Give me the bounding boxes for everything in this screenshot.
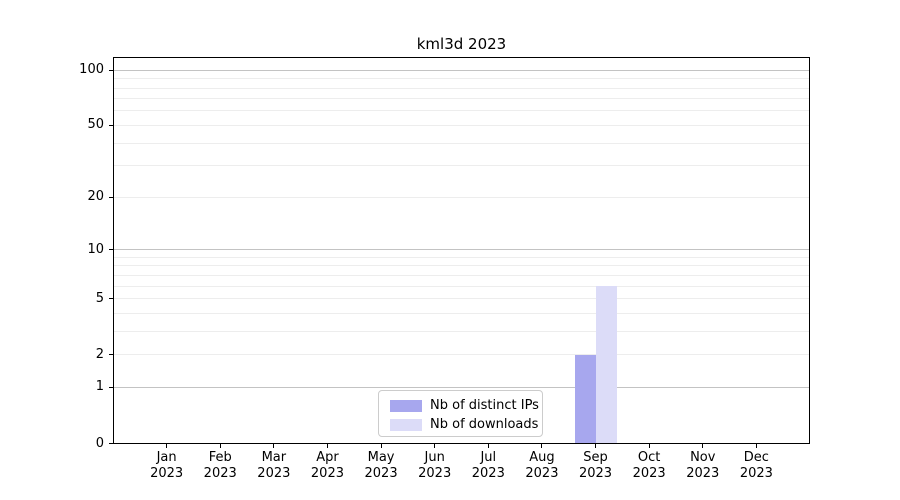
x-tick-label: Aug 2023: [525, 450, 559, 481]
x-tick-label: Jul 2023: [471, 450, 505, 481]
y-gridline-minor: [114, 285, 809, 287]
x-tick-label: Dec 2023: [739, 450, 773, 481]
y-tick-label: 5: [95, 290, 104, 306]
x-axis-tick: [702, 444, 704, 448]
legend-row-distinct-ips: Nb of distinct IPs: [390, 396, 542, 415]
y-tick-label: 10: [87, 241, 104, 257]
x-tick-label: Nov 2023: [686, 450, 720, 481]
x-axis-tick: [380, 444, 382, 448]
y-gridline-minor: [114, 78, 809, 80]
y-axis-tick: [109, 298, 113, 300]
y-gridline-minor: [114, 87, 809, 89]
y-axis-tick: [109, 124, 113, 126]
x-axis-tick: [326, 444, 328, 448]
x-tick-label: Apr 2023: [310, 450, 344, 481]
chart-title: kml3d 2023: [416, 35, 507, 53]
y-tick-label: 1: [95, 379, 104, 395]
x-tick-label: Feb 2023: [203, 450, 237, 481]
plot-area: [113, 57, 810, 444]
y-gridline-major: [114, 386, 809, 388]
y-gridline-major: [114, 249, 809, 251]
x-axis-tick: [219, 444, 221, 448]
legend-row-downloads: Nb of downloads: [390, 415, 542, 434]
y-gridline-minor: [114, 124, 809, 126]
y-tick-label: 0: [95, 435, 104, 451]
x-axis-tick: [487, 444, 489, 448]
bar-downloads: [595, 286, 617, 444]
x-tick-label: Mar 2023: [257, 450, 291, 481]
bar-distinct-ips: [574, 354, 596, 444]
y-gridline-major: [114, 69, 809, 71]
y-gridline-minor: [114, 165, 809, 167]
y-axis-tick: [109, 69, 113, 71]
y-tick-label: 50: [87, 117, 104, 133]
legend-swatch-distinct-ips: [390, 399, 422, 412]
x-tick-label: Jun 2023: [418, 450, 452, 481]
y-gridline-minor: [114, 98, 809, 100]
x-tick-label: Jan 2023: [150, 450, 184, 481]
x-axis-tick: [434, 444, 436, 448]
y-gridline-minor: [114, 312, 809, 314]
x-tick-label: May 2023: [364, 450, 398, 481]
y-axis-tick: [109, 249, 113, 251]
y-gridline-minor: [114, 330, 809, 332]
x-axis-tick: [541, 444, 543, 448]
x-axis-tick: [273, 444, 275, 448]
legend-swatch-downloads: [390, 418, 422, 431]
y-gridline-minor: [114, 256, 809, 258]
legend-label-downloads: Nb of downloads: [430, 417, 539, 432]
y-gridline-minor: [114, 274, 809, 276]
y-gridline-minor: [114, 298, 809, 300]
x-tick-label: Oct 2023: [632, 450, 666, 481]
y-gridline-minor: [114, 354, 809, 356]
legend-label-distinct-ips: Nb of distinct IPs: [430, 398, 539, 413]
y-tick-label: 20: [87, 189, 104, 205]
y-axis-tick: [109, 354, 113, 356]
y-axis-tick: [109, 196, 113, 198]
y-axis-tick: [109, 386, 113, 388]
x-tick-label: Sep 2023: [578, 450, 613, 481]
y-tick-label: 2: [95, 346, 104, 362]
y-gridline-minor: [114, 142, 809, 144]
x-axis-tick: [648, 444, 650, 448]
y-tick-label: 100: [79, 62, 104, 78]
y-axis-tick: [109, 443, 113, 444]
legend: Nb of distinct IPs Nb of downloads: [378, 390, 543, 437]
x-axis-tick: [755, 444, 757, 448]
y-gridline-minor: [114, 110, 809, 112]
x-axis-tick: [595, 444, 597, 448]
y-gridline-minor: [114, 196, 809, 198]
x-axis-tick: [166, 444, 168, 448]
y-gridline-minor: [114, 265, 809, 267]
